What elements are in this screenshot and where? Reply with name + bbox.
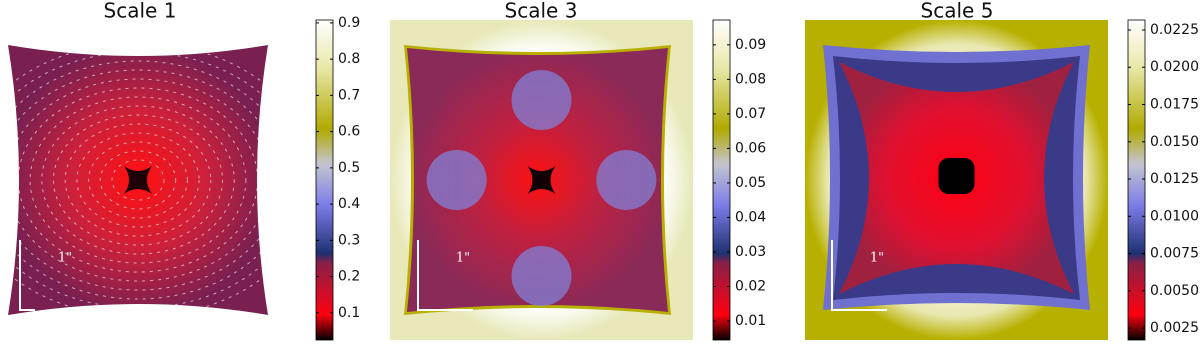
colorbar-tick-label: 0.5 [338,160,360,176]
image-pattern [76,132,200,228]
panel: 1" Scale 3 0.01 0.02 0.03 0.04 0.05 0.06 0.07 0.0… [390,0,766,341]
colorbar [712,19,731,341]
image-pattern [596,150,657,210]
colorbar-tick-label: 0.4 [338,196,360,212]
colorbar-tick-label: 0.06 [735,140,766,156]
colorbar [1127,19,1146,341]
colorbar-tick-label: 0.0025 [1150,320,1199,336]
image-pattern [511,70,572,130]
colorbar-tick-label: 0.07 [735,106,766,122]
panel: 1" Scale 5 0.0025 0.0050 0.0075 0.0100 0.0125 0… [805,0,1199,341]
colorbar-tick-label: 0.7 [338,87,360,103]
colorbar-tick-label: 0.8 [338,51,360,67]
colorbar-tick-label: 0.02 [735,278,766,294]
colorbar-tick-label: 0.03 [735,244,766,260]
image-pattern [0,60,294,300]
colorbar-tick-label: 0.2 [338,269,360,285]
image-pattern [0,51,305,309]
colorbar-tick-label: 0.04 [735,209,766,225]
image-pattern [0,69,282,291]
image-pattern [111,159,165,201]
image-pattern [88,141,188,219]
colorbar-tick-label: 0.0125 [1150,171,1199,187]
image-pattern [99,150,177,210]
scale-bar [19,240,35,311]
image-pattern [64,123,212,237]
colorbar-tick-label: 0.0150 [1150,134,1199,150]
image-core [527,166,556,194]
colorbar-tick-label: 0.0200 [1150,59,1199,75]
image-pattern [17,87,259,273]
colorbar-tick-label: 0.3 [338,232,360,248]
colorbar-tick-label: 0.0225 [1150,22,1199,38]
scale-label: 1" [870,251,884,266]
image-core [124,166,152,194]
image-pattern [53,114,223,246]
panel: 1" Scale 1 0.1 0.2 0.3 0.4 0.5 0.6 0.7 0.8 0.9 [0,0,360,341]
colorbar-tick-label: 0.08 [735,71,766,87]
colorbar-tick-label: 0.1 [338,305,360,321]
colorbar-tick-label: 0.0175 [1150,97,1199,113]
scale-bar [417,240,473,311]
colorbar-tick-label: 0.0100 [1150,208,1199,224]
image-pattern [511,246,572,306]
scale-label: 1" [58,251,72,266]
colorbar-tick-label: 0.6 [338,124,360,140]
colorbar [315,19,334,341]
colorbar-tick-label: 0.01 [735,313,766,329]
panel-title: Scale 5 [921,0,994,23]
colorbar-tick-label: 0.9 [338,15,360,31]
colorbar-tick-label: 0.0050 [1150,283,1199,299]
panel-title: Scale 1 [104,0,177,23]
colorbar-tick-label: 0.05 [735,175,766,191]
image-pattern [41,105,235,255]
colorbar-tick-label: 0.09 [735,37,766,53]
scale-bar [831,240,887,311]
image-pattern [426,150,487,210]
colorbar-tick-label: 0.0075 [1150,246,1199,262]
image-pattern [29,96,247,264]
image-core [938,158,975,194]
panel-title: Scale 3 [505,0,578,23]
image-pattern [6,78,270,282]
scale-label: 1" [456,251,470,266]
